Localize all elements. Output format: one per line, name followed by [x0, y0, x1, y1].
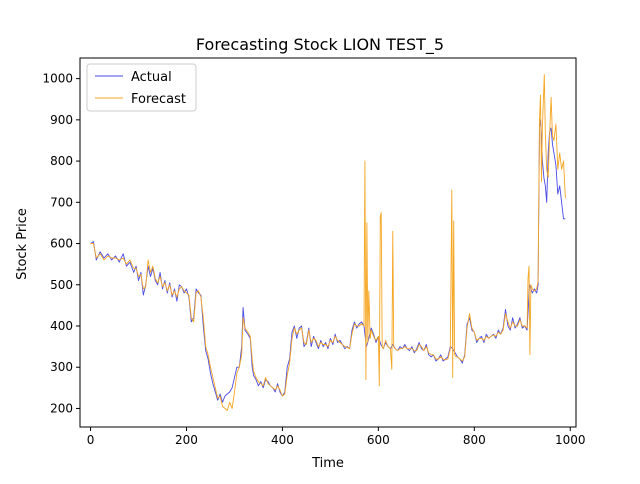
y-tick-label: 300	[50, 360, 73, 374]
plot-frame	[79, 57, 577, 428]
series-line-forecast	[90, 74, 566, 411]
y-tick-label: 200	[50, 401, 73, 415]
legend: Actual Forecast	[86, 63, 197, 112]
legend-label-actual: Actual	[131, 70, 172, 85]
y-tick-label: 500	[50, 278, 73, 292]
y-tick-label: 1000	[42, 72, 73, 86]
y-tick-label: 700	[50, 195, 73, 209]
x-tick-label: 200	[175, 433, 198, 447]
y-axis-label: Stock Price	[15, 208, 30, 280]
y-tick-label: 600	[50, 237, 73, 251]
x-tick-label: 800	[463, 433, 486, 447]
x-tick-label: 400	[271, 433, 294, 447]
chart-title: Forecasting Stock LION TEST_5	[196, 35, 444, 55]
y-tick-label: 400	[50, 319, 73, 333]
legend-label-forecast: Forecast	[131, 92, 186, 107]
x-axis-label: Time	[311, 456, 344, 471]
axes: 0 200 400 600 800 1000 200 300 400 500 600 700 800 90…	[42, 57, 586, 447]
x-tick-label: 1000	[555, 433, 586, 447]
x-tick-label: 600	[367, 433, 390, 447]
y-tick-label: 900	[50, 113, 73, 127]
x-tick-label: 0	[87, 433, 95, 447]
y-tick-label: 800	[50, 154, 73, 168]
plot-area	[90, 74, 566, 411]
